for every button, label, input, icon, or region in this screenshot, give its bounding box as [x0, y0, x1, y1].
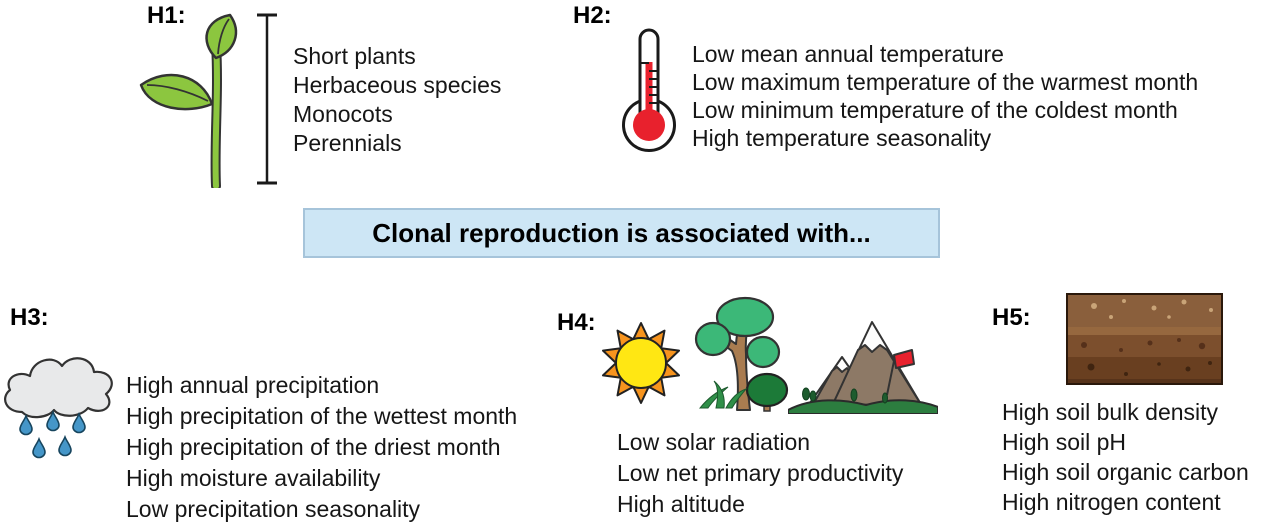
list-item: High annual precipitation: [126, 372, 380, 398]
list-item: Low minimum temperature of the coldest m…: [692, 97, 1178, 123]
raindrops: [19, 409, 86, 459]
hill: [788, 399, 938, 414]
list-item: High nitrogen content: [1002, 489, 1221, 515]
soil-specks-mid: [1081, 338, 1206, 352]
list-item: High precipitation of the wettest month: [126, 403, 518, 429]
list-item: High soil pH: [1002, 429, 1126, 455]
h4-label: H4:: [557, 309, 596, 336]
h1-label: H1:: [147, 2, 186, 29]
list-item: Perennials: [293, 130, 402, 156]
h5-label: H5:: [992, 304, 1031, 331]
h4-trait-list: Low solar radiation Low net primary prod…: [617, 427, 903, 520]
list-item: Short plants: [293, 43, 416, 69]
sun-icon: [602, 322, 680, 404]
rain-cloud-icon: [4, 357, 113, 459]
list-item: Low precipitation seasonality: [126, 496, 421, 522]
soil-specks-light: [1091, 299, 1213, 319]
list-item: Low mean annual temperature: [692, 41, 1004, 67]
mountain-icon: [788, 321, 938, 414]
flag: [893, 349, 915, 369]
tiny-trees: [802, 387, 888, 404]
list-item: High altitude: [617, 491, 745, 517]
list-item: High temperature seasonality: [692, 125, 992, 151]
list-item: High moisture availability: [126, 465, 381, 491]
list-item: High precipitation of the driest month: [126, 434, 501, 460]
list-item: Low net primary productivity: [617, 460, 904, 486]
thermometer-icon: [622, 28, 676, 152]
h3-label: H3:: [10, 304, 49, 331]
banner-title: Clonal reproduction is associated with..…: [303, 208, 940, 258]
h3-trait-list: High annual precipitation High precipita…: [126, 370, 517, 525]
list-item: High soil organic carbon: [1002, 459, 1249, 485]
list-item: High soil bulk density: [1002, 399, 1219, 425]
seedling-icon: [139, 13, 238, 188]
soil-specks-dark: [1087, 361, 1212, 376]
h5-trait-list: High soil bulk density High soil pH High…: [1002, 397, 1249, 517]
list-item: Herbaceous species: [293, 72, 502, 98]
list-item: Monocots: [293, 101, 393, 127]
tree-icon: [694, 296, 789, 412]
soil-profile-icon: [1066, 293, 1223, 385]
h2-label: H2:: [573, 2, 612, 29]
height-bracket-icon: [257, 13, 277, 185]
h2-trait-list: Low mean annual temperature Low maximum …: [692, 40, 1198, 152]
h1-trait-list: Short plants Herbaceous species Monocots…: [293, 42, 501, 158]
list-item: Low maximum temperature of the warmest m…: [692, 69, 1199, 95]
list-item: Low solar radiation: [617, 429, 811, 455]
grass-tuft: [698, 380, 748, 409]
